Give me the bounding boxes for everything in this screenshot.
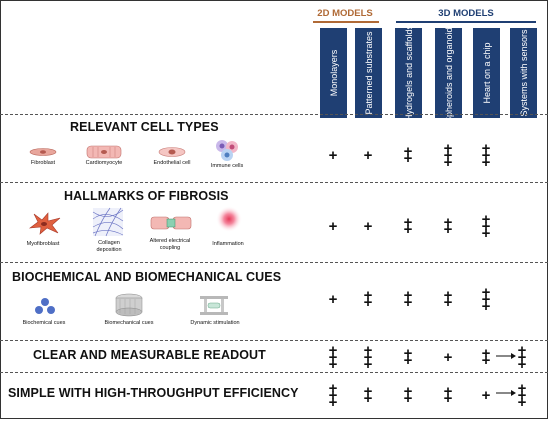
score-cell: + xyxy=(328,146,338,164)
endothelial-cell-icon xyxy=(158,147,186,157)
group-3d-rule xyxy=(396,21,536,23)
score-cell: + + xyxy=(363,287,373,311)
inflammation-icon xyxy=(216,206,242,232)
caption-myofibroblast: Myofibroblast xyxy=(26,241,60,247)
collagen-icon xyxy=(92,207,124,237)
score-cell: + xyxy=(481,386,491,404)
score-cell: + + xyxy=(443,287,453,311)
cardiomyocyte-icon xyxy=(86,145,122,159)
caption-biomechanical-cues: Biomechanical cues xyxy=(104,320,154,326)
score-cell: + + + xyxy=(517,341,527,373)
caption-collagen: Collagen deposition xyxy=(96,240,122,253)
score-cell: + + + xyxy=(328,341,338,373)
score-cell: + + xyxy=(403,383,413,407)
column-header-patterned-substrates: Patterned substrates xyxy=(355,28,382,118)
score-cell: + + xyxy=(403,345,413,369)
score-cell: + + + xyxy=(517,379,527,411)
fibroblast-icon xyxy=(29,148,57,156)
group-2d-label: 2D MODELS xyxy=(317,8,373,19)
row-separator xyxy=(0,372,548,373)
score-cell: + + xyxy=(443,214,453,238)
arrow-right-icon xyxy=(496,353,516,359)
caption-immune-cells: Immune cells xyxy=(210,163,244,169)
column-header-heart-on-chip: Heart on a chip xyxy=(473,28,500,118)
myofibroblast-icon xyxy=(28,212,61,235)
column-header-spheroids: Spheroids and organoids xyxy=(435,23,462,123)
group-2d-rule xyxy=(313,21,379,23)
group-3d-label: 3D MODELS xyxy=(438,8,494,19)
row-separator xyxy=(0,182,548,183)
arrow-right-icon xyxy=(496,390,516,396)
score-cell: + + + xyxy=(443,139,453,171)
score-cell: + xyxy=(363,217,373,235)
immune-cells-icon xyxy=(216,140,238,161)
caption-electrical-coupling: Altered electrical coupling xyxy=(149,238,191,251)
score-cell: + xyxy=(363,146,373,164)
caption-cardiomyocyte: Cardiomyocyte xyxy=(85,160,123,166)
biomechanical-cues-icon xyxy=(115,293,143,317)
score-cell: + + xyxy=(403,214,413,238)
score-cell: + + xyxy=(403,143,413,167)
caption-fibroblast: Fibroblast xyxy=(30,160,56,166)
score-cell: + + xyxy=(481,345,491,369)
score-cell: + + xyxy=(403,287,413,311)
section-title-cues: BIOCHEMICAL AND BIOMECHANICAL CUES xyxy=(12,270,282,284)
score-cell: + + xyxy=(443,383,453,407)
score-cell: + + + xyxy=(481,139,491,171)
biochemical-cues-icon xyxy=(35,298,55,314)
section-title-throughput: SIMPLE WITH HIGH-THROUGHPUT EFFICIENCY xyxy=(8,386,299,400)
caption-inflammation: Inflammation xyxy=(212,241,244,247)
row-separator xyxy=(0,340,548,341)
score-cell: + xyxy=(443,348,453,366)
row-separator xyxy=(0,114,548,115)
column-header-monolayers: Monolayers xyxy=(320,28,347,118)
electrical-coupling-icon xyxy=(150,216,192,230)
score-cell: + + + xyxy=(363,341,373,373)
column-header-systems-sensors: Systems with sensors xyxy=(510,28,537,118)
column-header-hydrogels: Hydrogels and scaffolds xyxy=(395,25,422,121)
section-title-hallmarks: HALLMARKS OF FIBROSIS xyxy=(64,189,229,203)
section-title-readout: CLEAR AND MEASURABLE READOUT xyxy=(33,348,266,362)
caption-endothelial-cell: Endothelial cell xyxy=(153,160,191,166)
score-cell: + + xyxy=(363,383,373,407)
score-cell: + + + xyxy=(481,283,491,315)
score-cell: + + + xyxy=(481,210,491,242)
score-cell: + xyxy=(328,290,338,308)
score-cell: + + + xyxy=(328,379,338,411)
caption-dynamic-stimulation: Dynamic stimulation xyxy=(190,320,240,326)
dynamic-stimulation-icon xyxy=(200,296,228,315)
caption-biochemical-cues: Biochemical cues xyxy=(22,320,66,326)
section-title-cell-types: RELEVANT CELL TYPES xyxy=(70,120,219,134)
row-separator xyxy=(0,262,548,263)
score-cell: + xyxy=(328,217,338,235)
